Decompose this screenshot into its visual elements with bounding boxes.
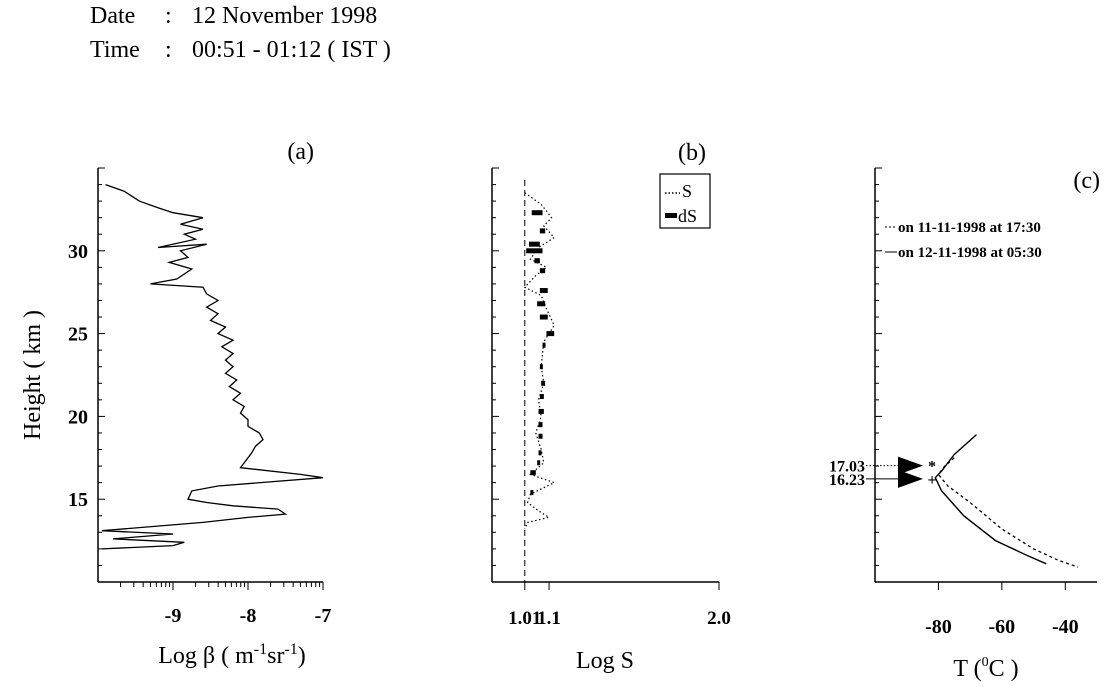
y-axis-label: Height ( km ) bbox=[20, 310, 46, 440]
annotation-label-0: 17.03 bbox=[829, 459, 865, 476]
dS-bar bbox=[526, 248, 543, 254]
x-tick-label-a: -8 bbox=[240, 605, 257, 627]
dS-bar bbox=[531, 210, 543, 216]
series-line-S bbox=[523, 192, 556, 530]
panel-label-a: (a) bbox=[287, 139, 314, 165]
dS-bar bbox=[528, 241, 540, 247]
x-axis-label-c: T (0C ) bbox=[953, 655, 1018, 682]
dS-bar bbox=[538, 408, 544, 414]
legend-swatch-dS bbox=[665, 213, 677, 218]
date-separator: : bbox=[165, 3, 172, 29]
dS-bar bbox=[537, 301, 546, 307]
panel-label-c: (c) bbox=[1073, 168, 1100, 194]
legend-box-b bbox=[659, 173, 711, 229]
x-tick-label-a: -7 bbox=[315, 605, 332, 627]
dS-bar bbox=[530, 470, 536, 476]
y-tick-label-a: 20 bbox=[68, 406, 88, 428]
x-tick-label-c: -40 bbox=[1052, 616, 1079, 638]
time-separator: : bbox=[165, 37, 172, 63]
annotation-marker-1: + bbox=[927, 472, 936, 489]
dS-bar bbox=[539, 314, 548, 320]
dS-bar bbox=[539, 394, 544, 400]
dS-bar bbox=[542, 342, 546, 348]
dS-bar bbox=[539, 364, 543, 370]
dS-bar bbox=[538, 433, 543, 439]
panel-label-b: (b) bbox=[678, 140, 706, 166]
date-label: Date bbox=[90, 3, 136, 29]
dS-bar bbox=[538, 422, 543, 428]
legend-label-c-1: on 12-11-1998 at 05:30 bbox=[898, 245, 1042, 261]
x-tick-label-b: 1.1 bbox=[537, 608, 561, 629]
dS-bar bbox=[539, 288, 548, 294]
time-value: 00:51 - 01:12 ( IST ) bbox=[192, 37, 391, 63]
legend-label-dS: dS bbox=[678, 206, 697, 226]
x-tick-label-a: -9 bbox=[165, 605, 182, 627]
dS-bar bbox=[534, 258, 540, 264]
x-tick-label-b: 2.0 bbox=[707, 608, 731, 629]
y-tick-label-a: 15 bbox=[68, 489, 88, 511]
legend-label-c-0: on 11-11-1998 at 17:30 bbox=[898, 220, 1041, 236]
dS-bar bbox=[538, 450, 542, 456]
time-line: Time:00:51 - 01:12 ( IST ) bbox=[90, 37, 391, 64]
series-line-c-1 bbox=[934, 434, 1047, 565]
annotation-arrow-0 bbox=[898, 456, 923, 475]
annotation-arrow-1 bbox=[898, 469, 923, 488]
time-label: Time bbox=[90, 37, 140, 63]
annotation-label-1: 16.23 bbox=[829, 472, 865, 489]
series-line-c-0 bbox=[937, 457, 1079, 568]
y-tick-label-a: 30 bbox=[68, 241, 88, 263]
dS-bar bbox=[541, 380, 546, 386]
dS-bar bbox=[546, 331, 555, 337]
y-tick-label-a: 25 bbox=[68, 324, 88, 346]
annotation-marker-0: * bbox=[928, 459, 936, 476]
series-line-a-0 bbox=[101, 183, 324, 550]
x-axis-label-a: Log β ( m-1sr-1) bbox=[158, 641, 306, 669]
legend-label-S: S bbox=[682, 181, 692, 201]
date-value: 12 November 1998 bbox=[192, 3, 378, 29]
x-tick-label-b: 1.01 bbox=[508, 608, 541, 629]
dS-bar bbox=[530, 490, 534, 496]
x-tick-label-c: -60 bbox=[989, 616, 1016, 638]
x-axis-label-b: Log S bbox=[576, 648, 634, 674]
dS-bar bbox=[539, 268, 546, 274]
dS-bar bbox=[539, 228, 546, 234]
x-tick-label-c: -80 bbox=[925, 616, 952, 638]
date-line: Date:12 November 1998 bbox=[90, 3, 377, 30]
dS-bar bbox=[537, 460, 541, 466]
